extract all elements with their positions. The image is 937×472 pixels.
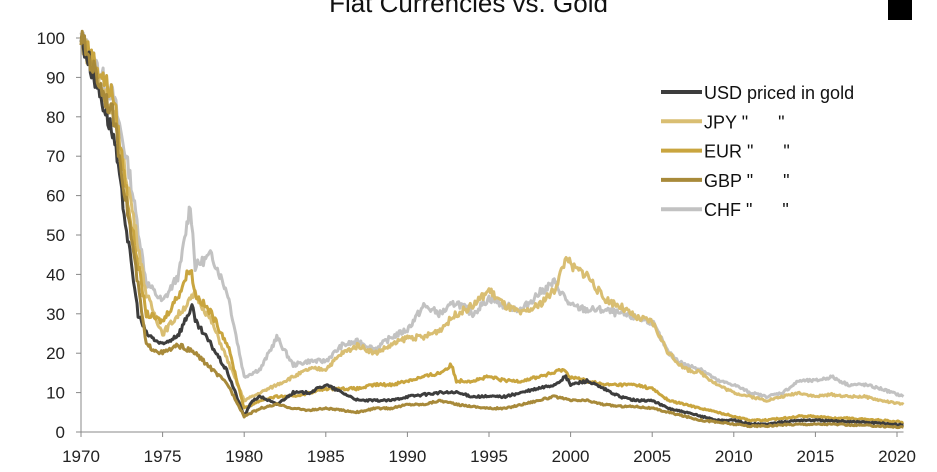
legend-label: CHF " " — [704, 200, 789, 220]
x-tick-label: 1980 — [225, 447, 263, 466]
y-tick-label: 30 — [46, 305, 65, 324]
x-tick-label: 2010 — [715, 447, 753, 466]
x-tick-label: 2020 — [878, 447, 916, 466]
x-tick-label: 1985 — [307, 447, 345, 466]
legend-label: GBP " " — [704, 171, 789, 191]
x-tick-label: 2005 — [633, 447, 671, 466]
y-tick-label: 80 — [46, 108, 65, 127]
y-tick-label: 0 — [56, 423, 65, 442]
y-tick-label: 90 — [46, 68, 65, 87]
x-tick-label: 1975 — [144, 447, 182, 466]
x-tick-label: 2000 — [552, 447, 590, 466]
y-tick-label: 10 — [46, 384, 65, 403]
series-line-eur — [79, 32, 905, 425]
series-line-gbp — [79, 29, 904, 430]
y-tick-label: 70 — [46, 147, 65, 166]
x-tick-label: 2015 — [796, 447, 834, 466]
x-tick-label: 1970 — [62, 447, 100, 466]
logo-icon — [888, 0, 912, 20]
y-tick-label: 60 — [46, 187, 65, 206]
legend-label: EUR " " — [704, 142, 790, 162]
legend-label: USD priced in gold — [704, 83, 854, 103]
series-line-usd — [79, 32, 904, 427]
y-tick-label: 20 — [46, 344, 65, 363]
chart-title: Fiat Currencies vs. Gold — [329, 0, 608, 18]
legend-label: JPY " " — [704, 112, 784, 132]
y-tick-label: 50 — [46, 226, 65, 245]
y-tick-label: 100 — [37, 29, 65, 48]
x-tick-label: 1990 — [388, 447, 426, 466]
x-tick-label: 1995 — [470, 447, 508, 466]
series-line-jpy — [79, 34, 905, 406]
y-tick-label: 40 — [46, 265, 65, 284]
